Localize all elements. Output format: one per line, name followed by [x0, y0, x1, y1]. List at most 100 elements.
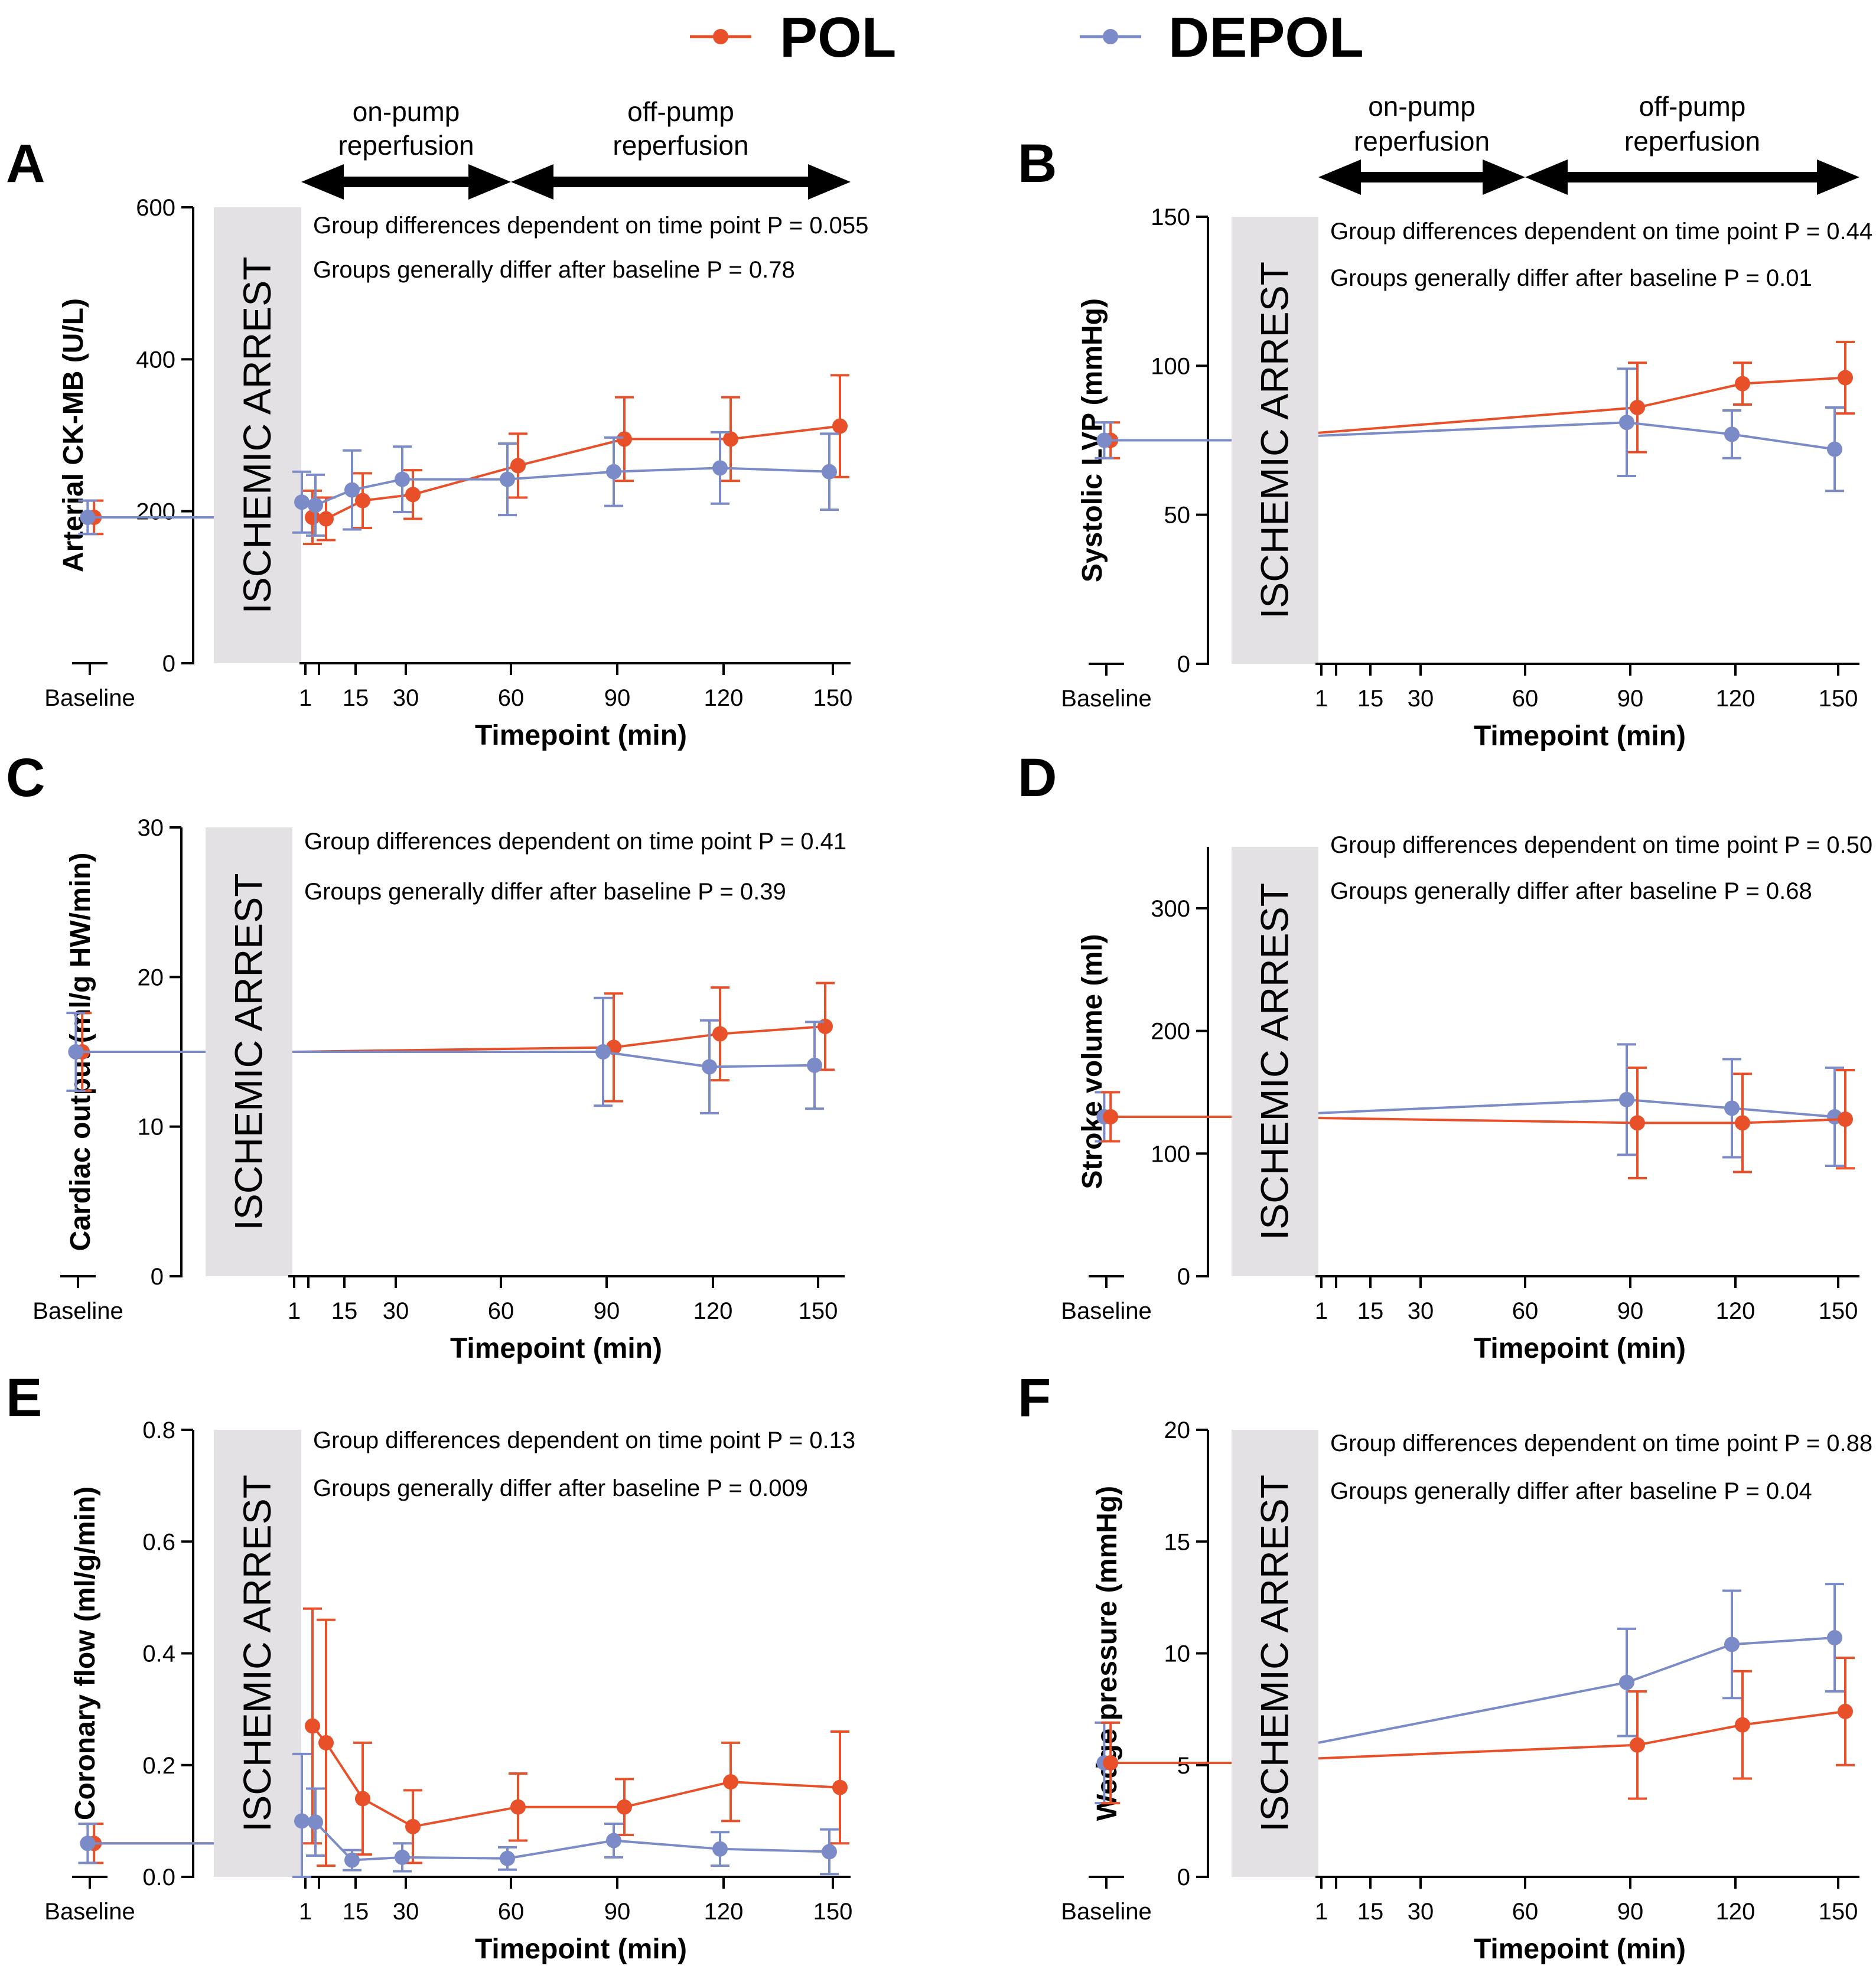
panel-b-arrest-box	[1232, 217, 1318, 664]
panel-b-annotation-baseline: Groups generally differ after baseline P…	[1330, 265, 1812, 291]
panel-f-x-tick-label: 1	[1315, 1899, 1328, 1925]
panel-a-pol-point	[318, 511, 334, 527]
panel-a-x-tick-label: 60	[498, 685, 525, 711]
panel-d-x-label: Timepoint (min)	[1474, 1333, 1686, 1364]
panel-a-x-tick-label: Baseline	[44, 685, 135, 711]
panel-f-x-tick-label: 15	[1357, 1899, 1384, 1925]
panel-b-off-pump-arrow-head-right	[1817, 159, 1859, 195]
panel-f-arrest-box	[1232, 1430, 1318, 1877]
panel-b-on-pump-label-2: reperfusion	[1354, 126, 1490, 157]
panel-f-depol-point	[1827, 1630, 1842, 1646]
panel-e-pol-point	[405, 1818, 421, 1834]
panel-f-pol-point	[1735, 1717, 1750, 1733]
panel-a-depol-point	[712, 460, 728, 476]
legend-pol-label: POL	[780, 6, 896, 69]
panel-c-x-tick-label: 1	[288, 1298, 301, 1324]
panel-f: F ISCHEMIC ARREST 0 5 10 15 20 Wedge pressure (…	[1018, 1368, 1872, 1965]
panel-a-pol-point	[355, 493, 370, 508]
panel-a-y-tick-label: 600	[136, 195, 175, 221]
panel-e-pol-point	[617, 1799, 632, 1815]
panel-f-arrest-label: ISCHEMIC ARREST	[1253, 1475, 1297, 1832]
panel-b-annotation-time: Group differences dependent on time poin…	[1330, 219, 1872, 245]
panel-c-depol-point	[702, 1059, 717, 1075]
panel-a-x-label: Timepoint (min)	[475, 720, 687, 751]
panel-d-annotation-time: Group differences dependent on time poin…	[1330, 832, 1872, 858]
panel-d-pol-baseline-point	[1103, 1109, 1119, 1124]
panel-b-x-tick-label: 90	[1617, 686, 1644, 712]
panel-a: A ISCHEMIC ARREST 0 200 400 600 Arterial CK-MB…	[6, 96, 868, 751]
panel-b-off-pump-arrow-head-left	[1525, 159, 1568, 195]
panel-d-pol-point	[1630, 1115, 1645, 1131]
panel-a-letter: A	[6, 133, 45, 194]
panel-b-y-tick-label: 50	[1164, 503, 1191, 529]
panel-d-arrest-label: ISCHEMIC ARREST	[1253, 883, 1297, 1240]
panel-c-x-tick-label: 15	[331, 1298, 358, 1324]
panel-c-depol-point	[807, 1057, 822, 1073]
panel-d-y-tick-label: 200	[1151, 1019, 1190, 1045]
panel-b-x-tick-label: 15	[1357, 686, 1384, 712]
panel-a-y-tick-label: 200	[136, 499, 175, 525]
legend-depol-marker	[1103, 29, 1118, 44]
panel-e-y-tick-label: 0.8	[142, 1417, 175, 1443]
panel-f-y-label: Wedge pressure (mmHg)	[1092, 1486, 1123, 1821]
panel-f-x-tick-label: 60	[1512, 1899, 1539, 1925]
panel-f-pol-line	[1318, 1710, 1846, 1760]
panel-f-depol-line	[1318, 1637, 1835, 1744]
panel-b-y-tick-label: 150	[1151, 204, 1190, 230]
panel-e-x-tick-label: 120	[704, 1899, 744, 1925]
panel-a-pol-point	[510, 458, 526, 474]
panel-e-pol-line	[311, 1725, 841, 1828]
panel-e-letter: E	[6, 1368, 42, 1428]
panel-a-off-pump-arrow-head-right	[808, 164, 851, 200]
panel-e-x-tick-label: 15	[343, 1899, 369, 1925]
panel-e-y-label: Coronary flow (ml/g/min)	[70, 1486, 101, 1820]
panel-a-on-pump-arrow-head-right	[468, 164, 511, 200]
panel-c-x-tick-label: Baseline	[32, 1298, 123, 1324]
panel-e-depol-point	[606, 1833, 621, 1849]
panel-a-x-tick-label: 150	[813, 685, 853, 711]
panel-d-depol-point	[1619, 1091, 1634, 1107]
panel-d-y-tick-label: 100	[1151, 1141, 1190, 1167]
panel-d-depol-line	[1318, 1098, 1835, 1118]
panel-d-x-tick-label: 30	[1408, 1298, 1434, 1324]
panel-e-x-label: Timepoint (min)	[475, 1934, 687, 1965]
legend: POL DEPOL	[690, 6, 1364, 69]
panel-d-arrest-box	[1232, 847, 1318, 1276]
panel-f-depol-point	[1619, 1674, 1634, 1690]
panel-e-x-tick-label: 1	[299, 1899, 312, 1925]
legend-depol-label: DEPOL	[1168, 6, 1364, 69]
panel-c-x-tick-label: 120	[693, 1298, 733, 1324]
panel-a-off-pump-arrow-head-left	[511, 164, 553, 200]
panel-a-off-pump-label: off-pump	[627, 96, 734, 127]
panel-e-pol-point	[318, 1735, 334, 1750]
panel-d-x-tick-label: 60	[1512, 1298, 1539, 1324]
panel-c-x-tick-label: 150	[799, 1298, 838, 1324]
panel-b-pol-point	[1838, 370, 1853, 386]
panel-c-annotation-time: Group differences dependent on time poin…	[304, 829, 846, 855]
panel-b-depol-baseline-point	[1096, 432, 1112, 448]
panel-c-annotation-baseline: Groups generally differ after baseline P…	[304, 879, 786, 905]
panel-f-letter: F	[1018, 1368, 1051, 1428]
panel-a-y-tick-label: 0	[162, 651, 175, 677]
panel-d: D ISCHEMIC ARREST 0 100 200 300 Stroke volume …	[1018, 748, 1872, 1364]
panel-b-arrest-label: ISCHEMIC ARREST	[1253, 262, 1297, 619]
panel-f-pol-point	[1838, 1703, 1853, 1719]
panel-d-letter: D	[1018, 748, 1057, 808]
panel-b-on-pump-arrow-head-left	[1318, 159, 1361, 195]
panel-e-pol-point	[355, 1791, 370, 1807]
panel-a-x-tick-label: 120	[704, 685, 744, 711]
panel-c-pol-line	[292, 1025, 826, 1053]
panel-c-depol-baseline-point	[68, 1044, 84, 1060]
panel-e-arrest-label: ISCHEMIC ARREST	[235, 1475, 279, 1832]
panel-e-depol-point	[294, 1813, 310, 1829]
panel-e-depol-point	[395, 1849, 410, 1865]
panel-c-depol-line	[292, 1051, 815, 1068]
panel-f-y-tick-label: 5	[1177, 1753, 1190, 1779]
panel-a-depol-baseline-point	[80, 509, 96, 525]
panel-f-x-label: Timepoint (min)	[1474, 1934, 1686, 1965]
panel-c-y-tick-label: 0	[151, 1264, 164, 1290]
panel-e-depol-point	[712, 1841, 728, 1857]
panel-f-pol-baseline-point	[1103, 1755, 1119, 1771]
